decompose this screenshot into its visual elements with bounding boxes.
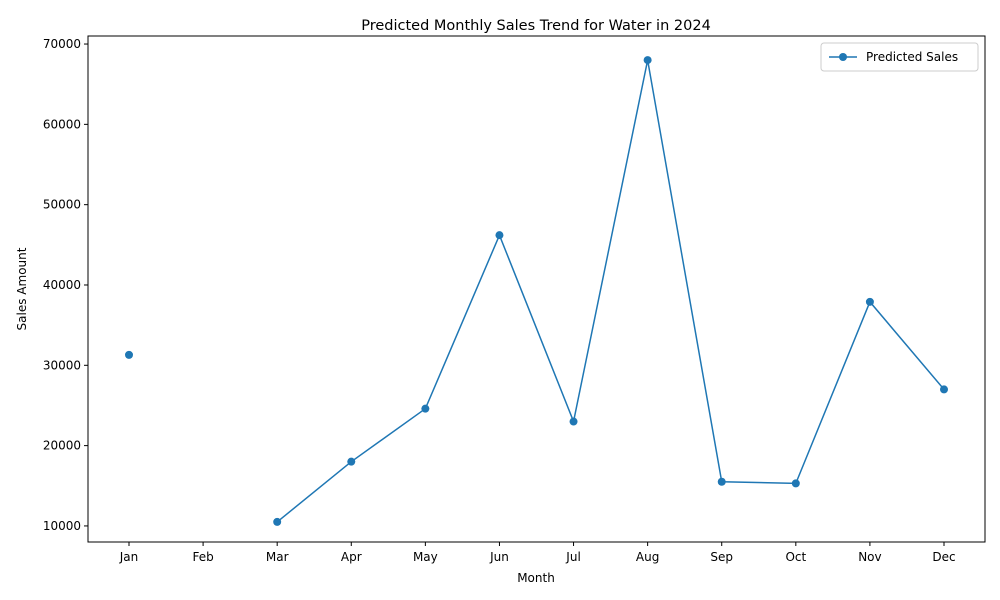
x-tick-label: Jun <box>489 550 509 564</box>
x-tick-label: Jan <box>119 550 139 564</box>
plot-frame <box>87 35 986 543</box>
chart-title: Predicted Monthly Sales Trend for Water … <box>361 18 711 34</box>
data-point <box>865 297 874 306</box>
x-tick-label: Oct <box>785 550 806 564</box>
y-tick-label: 20000 <box>43 439 81 453</box>
data-point <box>791 479 800 488</box>
data-point <box>347 457 356 466</box>
y-tick-label: 40000 <box>43 278 81 292</box>
series-line <box>276 59 945 523</box>
x-tick-label: Dec <box>932 550 955 564</box>
x-tick-label: Feb <box>192 550 213 564</box>
data-point <box>421 404 430 413</box>
y-axis: 10000 20000 30000 40000 50000 60000 70000 <box>43 37 88 533</box>
x-tick-label: Jul <box>565 550 580 564</box>
data-point <box>495 231 504 240</box>
y-tick-label: 50000 <box>43 198 81 212</box>
y-tick-label: 10000 <box>43 519 81 533</box>
data-point <box>273 517 282 526</box>
x-axis: Jan Feb Mar Apr May Jun Jul Aug Sep Oct Nov Dec <box>119 542 956 564</box>
legend-marker <box>839 53 847 61</box>
data-point <box>569 417 578 426</box>
y-axis-title: Sales Amount <box>15 247 29 330</box>
x-tick-label: May <box>413 550 438 564</box>
x-axis-title: Month <box>517 571 555 585</box>
data-point <box>643 56 652 65</box>
y-tick-label: 30000 <box>43 358 81 372</box>
x-tick-label: Nov <box>858 550 881 564</box>
legend-box <box>820 42 979 72</box>
x-tick-label: Mar <box>266 550 289 564</box>
x-tick-label: Aug <box>636 550 659 564</box>
data-point <box>717 477 726 486</box>
y-tick-label: 70000 <box>43 37 81 51</box>
data-point <box>125 350 133 359</box>
legend-label: Predicted Sales <box>866 50 958 64</box>
series-layer <box>125 56 948 526</box>
x-tick-label: Sep <box>710 550 733 564</box>
data-point <box>940 385 948 394</box>
y-tick-label: 60000 <box>43 117 81 131</box>
x-tick-label: Apr <box>341 550 362 564</box>
legend: Predicted Sales <box>820 42 979 72</box>
